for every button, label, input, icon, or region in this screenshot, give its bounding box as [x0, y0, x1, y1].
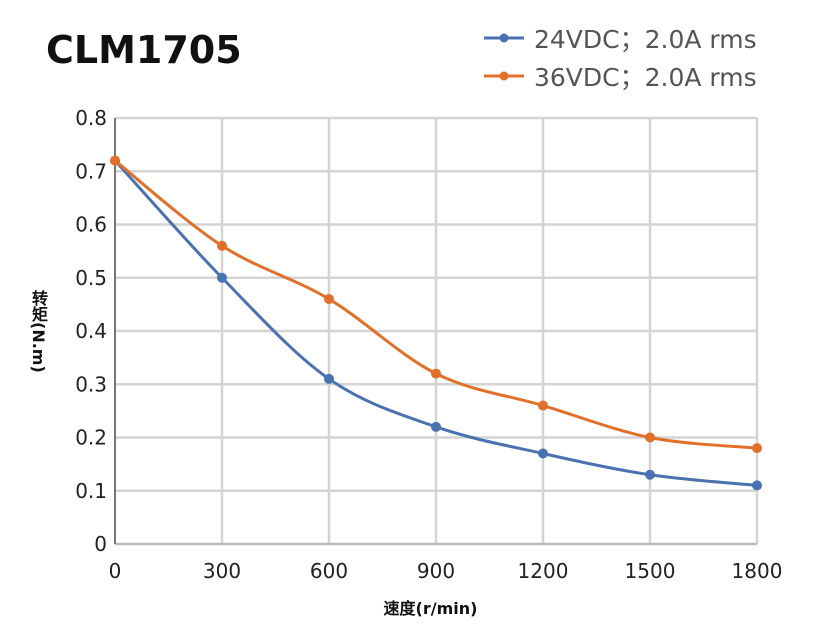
x-tick-label: 1800 — [732, 559, 783, 583]
x-tick-label: 1500 — [625, 559, 676, 583]
data-point — [110, 155, 120, 166]
y-tick-label: 0.1 — [75, 479, 107, 503]
data-point — [538, 448, 548, 459]
y-tick-label: 0.2 — [75, 426, 107, 450]
data-point — [324, 294, 334, 305]
legend-label: 36VDC；2.0A rms — [534, 63, 757, 92]
y-axis-label: 转矩(N.m) — [29, 290, 48, 373]
data-point — [217, 240, 227, 251]
y-tick-label: 0.6 — [75, 213, 107, 237]
y-tick-label: 0.4 — [75, 319, 107, 343]
data-point — [645, 432, 655, 443]
legend-marker-36vdc — [484, 71, 524, 81]
y-tick-label: 0.3 — [75, 372, 107, 396]
data-point — [538, 400, 548, 411]
data-point — [645, 469, 655, 480]
data-point — [431, 368, 441, 379]
x-tick-label: 0 — [109, 559, 122, 583]
x-tick-label: 300 — [203, 559, 241, 583]
x-tick-label: 600 — [310, 559, 348, 583]
legend-marker-24vdc — [484, 33, 524, 43]
y-tick-label: 0.8 — [75, 106, 107, 130]
y-tick-label: 0 — [94, 532, 107, 556]
data-point — [431, 421, 441, 432]
data-point — [752, 480, 762, 491]
y-tick-label: 0.5 — [75, 266, 107, 290]
data-point — [752, 443, 762, 454]
x-axis-label: 速度(r/min) — [383, 599, 478, 618]
data-point — [324, 373, 334, 384]
x-tick-label: 1200 — [518, 559, 569, 583]
y-tick-label: 0.7 — [75, 159, 107, 183]
legend-label: 24VDC；2.0A rms — [534, 25, 757, 54]
chart-title: CLM1705 — [46, 28, 242, 72]
legend-item-36vdc: 36VDC；2.0A rms — [484, 58, 757, 94]
legend-item-24vdc: 24VDC；2.0A rms — [484, 20, 757, 56]
x-tick-label: 900 — [417, 559, 455, 583]
data-point — [217, 272, 227, 283]
